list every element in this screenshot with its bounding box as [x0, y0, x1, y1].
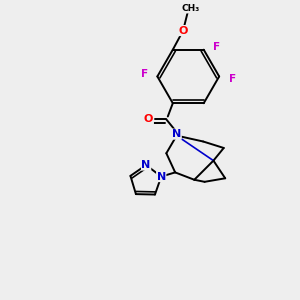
Text: O: O [178, 26, 188, 36]
Text: O: O [144, 114, 153, 124]
Text: F: F [213, 42, 220, 52]
Text: N: N [172, 129, 181, 139]
Text: F: F [229, 74, 236, 84]
Text: N: N [142, 160, 151, 170]
Text: N: N [157, 172, 166, 182]
Text: CH₃: CH₃ [181, 4, 200, 13]
Text: F: F [141, 68, 148, 79]
